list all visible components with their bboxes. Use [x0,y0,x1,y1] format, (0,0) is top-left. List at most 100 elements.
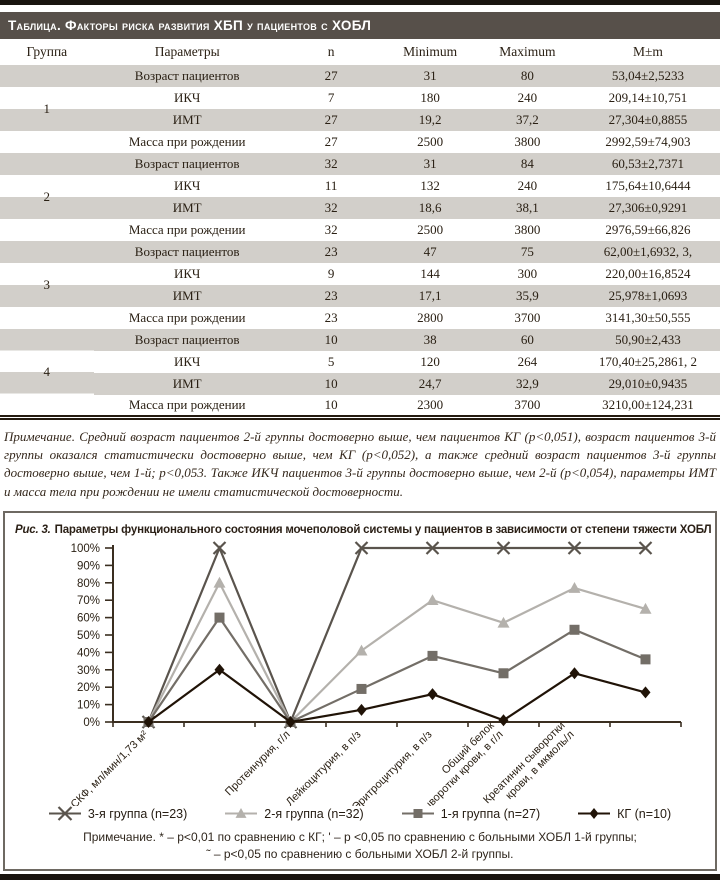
cell-value: 47 [381,241,479,263]
legend-marker-triangle-icon [225,808,258,819]
marker-triangle [568,582,581,594]
cell-value: 10 [280,395,382,417]
cell-value: 5 [280,351,382,373]
cell-value: 132 [381,175,479,197]
col-header-minimum: Minimum [381,39,479,65]
legend-item: 3-я группа (n=23) [48,806,187,822]
legend-label: КГ (n=10) [617,806,672,821]
bottom-border-bar [0,873,720,880]
cell-value: 27,304±0,8855 [575,109,720,131]
col-header-n: n [280,39,382,65]
cell-value: 10 [280,329,382,351]
marker-square [214,612,225,623]
y-tick-label: 40% [77,648,100,660]
cell-value: 35,9 [478,285,576,307]
marker-x [496,541,511,556]
parameter-name: Возраст пациентов [93,153,281,175]
cell-value: 29,010±0,9435 [575,373,720,395]
table-note: Примечание. Средний возраст пациентов 2-… [4,428,716,499]
figure-note-line2: ˜ – р<0,05 по сравнению с больными ХОБЛ … [206,847,514,862]
marker-x [638,541,653,556]
table-row: ИКЧ 5 120 264 170,40±25,2861, 2 [0,351,720,373]
marker-triangle [497,617,510,628]
top-border-bar [0,0,720,5]
y-tick-label: 70% [77,596,100,608]
cell-value: 25,978±1,0693 [575,285,720,307]
cell-value: 60,53±2,7371 [575,153,720,175]
cell-value: 27 [280,131,382,153]
parameter-name: Возраст пациентов [93,241,281,263]
figure-caption: Рис. 3. Параметры функционального состоян… [15,524,712,537]
marker-diamond [640,686,651,699]
series-line [147,668,646,724]
table-row: 4 Возраст пациентов 10 38 60 50,90±2,433 [0,329,720,417]
cell-value: 32 [280,153,382,175]
table-body: 1 Возраст пациентов 27 31 80 53,04±2,5233 ИКЧ 7… [0,65,720,417]
x-category-label: Эритроцитурия, в п/з [350,729,435,806]
table-row: 3 Возраст пациентов 23 47 75 62,00±1,6932, 3, [0,241,720,329]
cell-value: 3210,00±124,231 [575,395,720,417]
figure-box: Рис. 3. Параметры функционального состоян… [3,511,717,871]
marker-diamond [356,704,367,717]
table-row: ИКЧ 11 132 240 175,64±10,6444 [0,175,720,197]
parameter-name: ИКЧ [93,175,281,197]
cell-value: 180 [381,87,479,109]
cell-value: 170,40±25,2861, 2 [575,351,720,373]
parameter-name: Масса при рождении [93,307,281,329]
parameter-name: Масса при рождении [93,131,281,153]
cell-value: 24,7 [381,373,479,395]
group-number: 1 [0,65,94,153]
series-line [147,580,646,725]
cell-value: 3700 [478,395,576,417]
marker-square [413,809,423,819]
cell-value: 2976,59±66,826 [575,219,720,241]
table-title-bar: Таблица. Факторы риска развития ХБП у па… [0,12,720,39]
cell-value: 11 [280,175,382,197]
cell-value: 32,9 [478,373,576,395]
table-row: 1 Возраст пациентов 27 31 80 53,04±2,5233 [0,65,720,153]
table-row: ИМТ 10 24,7 32,9 29,010±0,9435 [0,373,720,395]
marker-diamond [569,667,580,680]
marker-x [57,806,73,822]
parameter-name: ИКЧ [93,263,281,285]
marker-diamond [214,664,225,677]
marker-triangle [426,594,439,606]
figure-note-line1: Примечание. * – р<0,01 по сравнению с КГ… [83,830,637,845]
cell-value: 23 [280,241,382,263]
marker-triangle [639,603,652,615]
marker-x [425,541,440,556]
table-title: Таблица. Факторы риска развития ХБП у па… [8,18,372,33]
table-row: ИМТ 23 17,1 35,9 25,978±1,0693 [0,285,720,307]
y-tick-label: 80% [77,578,100,590]
cell-value: 10 [280,373,382,395]
legend-marker-x-icon [48,806,81,822]
parameter-name: Масса при рождении [93,395,281,417]
legend-label: 2-я группа (n=32) [264,806,364,821]
marker-diamond [498,714,509,727]
cell-value: 32 [280,197,382,219]
legend-marker-diamond-icon [578,808,611,820]
cell-value: 27,306±0,9291 [575,197,720,219]
col-header-group: Группа [0,39,94,65]
legend-marker-square-icon [401,809,434,819]
marker-square [427,651,438,662]
figure-number: Рис. 3. [15,524,51,537]
y-tick-label: 50% [77,630,100,642]
parameter-name: Возраст пациентов [93,329,281,351]
cell-value: 300 [478,263,576,285]
table-header-row: Группа Параметры n Minimum Maximum M±m [0,39,720,65]
series-line [147,545,646,726]
parameter-name: ИМТ [93,285,281,307]
y-tick-label: 20% [77,683,100,695]
cell-value: 175,64±10,6444 [575,175,720,197]
marker-diamond [427,688,438,701]
cell-value: 80 [478,65,576,87]
cell-value: 7 [280,87,382,109]
cell-value: 3141,30±50,555 [575,307,720,329]
cell-value: 31 [381,65,479,87]
series-line [147,615,646,724]
cell-value: 27 [280,109,382,131]
cell-value: 23 [280,307,382,329]
cell-value: 9 [280,263,382,285]
cell-value: 2500 [381,219,479,241]
